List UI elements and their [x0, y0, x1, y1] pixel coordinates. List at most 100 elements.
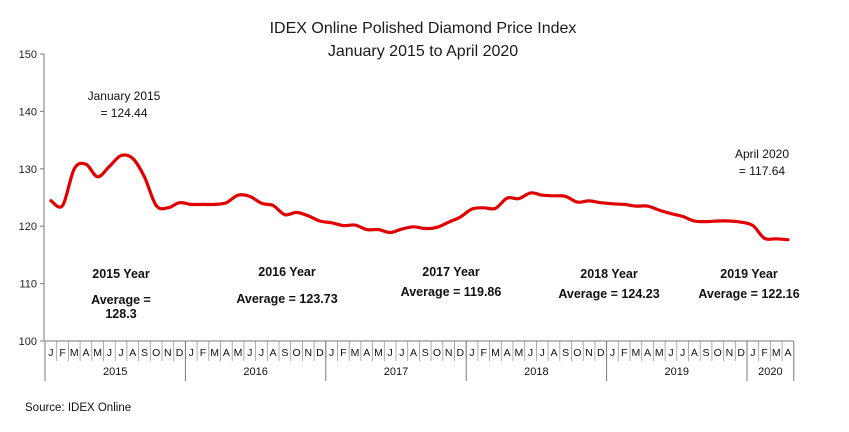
year-label: 2015: [103, 366, 127, 378]
data-point: [611, 203, 614, 205]
avg-2016-label: 2016 Year: [258, 265, 316, 279]
data-point: [529, 192, 532, 194]
avg-2015-text: Average =: [91, 293, 151, 307]
month-label: M: [772, 347, 781, 359]
data-point: [108, 165, 111, 168]
data-point: [225, 201, 228, 204]
data-point: [131, 157, 134, 160]
month-label: D: [597, 347, 605, 359]
avg-2017-text: Average = 119.86: [401, 285, 502, 299]
month-label: F: [200, 347, 206, 359]
start-annotation-line2: = 124.44: [100, 106, 147, 120]
month-label: A: [129, 347, 136, 359]
source-note: Source: IDEX Online: [25, 402, 131, 414]
month-label: S: [703, 347, 710, 359]
data-point: [482, 207, 485, 209]
data-point: [588, 200, 590, 202]
month-label: O: [152, 347, 160, 359]
month-label: S: [141, 347, 148, 359]
data-point: [377, 228, 380, 231]
month-label: A: [550, 347, 557, 359]
data-point: [728, 220, 731, 222]
data-point: [389, 231, 391, 234]
series-line: [49, 153, 790, 242]
data-point: [178, 201, 181, 204]
data-point: [658, 209, 661, 211]
month-label: M: [514, 347, 523, 359]
month-label: N: [164, 347, 172, 359]
data-point: [436, 226, 438, 229]
month-label: J: [399, 347, 404, 359]
end-annotation-line1: April 2020: [735, 147, 789, 161]
data-point: [248, 195, 251, 198]
data-point: [61, 204, 64, 207]
year-label: 2018: [524, 366, 548, 378]
month-label: J: [540, 347, 545, 359]
data-point: [599, 201, 602, 204]
month-label: F: [621, 347, 627, 359]
y-tick-label: 100: [19, 336, 37, 348]
data-point: [73, 168, 76, 170]
month-label: J: [107, 347, 112, 359]
year-label: 2017: [384, 366, 408, 378]
y-tick-label: 140: [19, 106, 37, 118]
data-point: [681, 215, 684, 218]
year-label: 2020: [758, 366, 782, 378]
data-point: [494, 207, 497, 210]
month-label: O: [433, 347, 441, 359]
data-point: [319, 220, 321, 222]
month-label: D: [737, 347, 745, 359]
month-label: A: [363, 347, 370, 359]
start-annotation-line1: January 2015: [88, 89, 161, 103]
y-tick-label: 120: [19, 221, 37, 233]
data-point: [85, 163, 87, 166]
data-point: [635, 205, 637, 207]
data-point: [459, 216, 462, 218]
data-point: [705, 220, 707, 223]
series-group: [49, 153, 790, 242]
data-point: [716, 220, 719, 222]
data-point: [202, 203, 204, 206]
month-label: M: [210, 347, 219, 359]
data-point: [553, 194, 555, 197]
data-point: [787, 238, 789, 241]
data-point: [693, 220, 696, 222]
month-label: J: [329, 347, 334, 359]
chart-title: IDEX Online Polished Diamond Price Index: [270, 20, 577, 37]
month-label: S: [422, 347, 429, 359]
month-label: J: [610, 347, 615, 359]
y-axis-ticks: 100 110 120 130 140 150: [19, 49, 44, 348]
month-label: M: [491, 347, 500, 359]
month-label: O: [573, 347, 581, 359]
month-label: S: [281, 347, 288, 359]
chart-subtitle: January 2015 to April 2020: [328, 43, 518, 60]
month-label: D: [457, 347, 465, 359]
month-label: J: [680, 347, 685, 359]
month-label: J: [247, 347, 252, 359]
data-point: [295, 211, 298, 214]
data-point: [447, 221, 450, 223]
month-label: F: [59, 347, 65, 359]
month-label: A: [82, 347, 89, 359]
data-point: [260, 202, 263, 205]
month-label: A: [784, 347, 791, 359]
avg-2019-text: Average = 122.16: [698, 287, 799, 301]
avg-2017-label: 2017 Year: [422, 265, 480, 279]
data-point: [401, 228, 403, 230]
data-point: [752, 224, 754, 227]
month-label: N: [445, 347, 453, 359]
data-point: [307, 215, 310, 217]
month-label: J: [668, 347, 673, 359]
month-label: F: [340, 347, 346, 359]
month-label: J: [118, 347, 123, 359]
avg-2015-label: 2015 Year: [92, 267, 150, 281]
data-point: [167, 207, 169, 209]
month-label: A: [270, 347, 277, 359]
month-label: J: [259, 347, 264, 359]
month-label: J: [750, 347, 755, 359]
data-point: [518, 197, 520, 200]
avg-2018-text: Average = 124.23: [558, 287, 659, 301]
month-label: J: [48, 347, 53, 359]
